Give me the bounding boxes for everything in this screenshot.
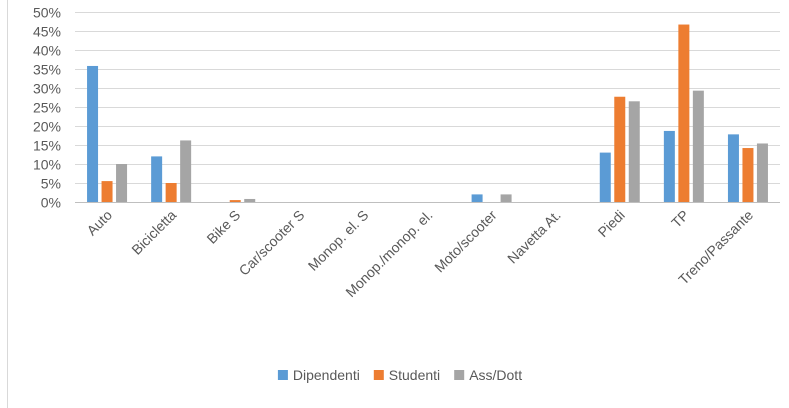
bar-studenti bbox=[742, 148, 754, 202]
bars bbox=[87, 24, 768, 203]
category-label: Auto bbox=[83, 207, 115, 239]
bar-ass-dott bbox=[116, 164, 128, 202]
category-label: Car/scooter S bbox=[236, 207, 308, 279]
y-tick-label: 10% bbox=[33, 157, 61, 173]
category-label: Monop. el. S bbox=[305, 207, 372, 274]
bar-dipendenti bbox=[663, 130, 675, 202]
bar-dipendenti bbox=[87, 65, 99, 203]
bar-ass-dott bbox=[628, 101, 640, 202]
category-label: Navetta At. bbox=[504, 207, 564, 267]
y-tick-label: 0% bbox=[41, 195, 61, 211]
bar-studenti bbox=[165, 183, 177, 202]
bar-ass-dott bbox=[180, 140, 192, 202]
bar-ass-dott bbox=[500, 194, 512, 202]
bar-studenti bbox=[678, 24, 690, 202]
legend-label: Dipendenti bbox=[293, 367, 360, 383]
y-tick-label: 20% bbox=[33, 119, 61, 135]
y-tick-label: 5% bbox=[41, 176, 61, 192]
legend-item: Studenti bbox=[373, 367, 440, 383]
bar-dipendenti bbox=[471, 194, 483, 202]
legend-item: Dipendenti bbox=[277, 367, 360, 383]
legend: Dipendenti Studenti Ass/Dott bbox=[277, 367, 522, 383]
legend-label: Ass/Dott bbox=[469, 367, 522, 383]
bar-dipendenti bbox=[599, 152, 611, 202]
y-tick-label: 35% bbox=[33, 62, 61, 78]
y-axis-ticks: 0% 5% 10% 15% 20% 25% 30% 35% 40% 45% 50% bbox=[33, 5, 61, 211]
y-tick-label: 30% bbox=[33, 81, 61, 97]
frame-border bbox=[7, 0, 8, 408]
y-tick-label: 45% bbox=[33, 24, 61, 40]
bar-studenti bbox=[229, 200, 241, 202]
bar-studenti bbox=[614, 96, 626, 202]
y-tick-label: 50% bbox=[33, 5, 61, 21]
category-label: Moto/scooter bbox=[431, 207, 500, 276]
y-tick-label: 40% bbox=[33, 43, 61, 59]
bar-dipendenti bbox=[151, 156, 163, 202]
legend-swatch bbox=[277, 370, 288, 380]
bar-ass-dott bbox=[244, 198, 256, 202]
gridlines bbox=[75, 12, 780, 203]
category-label: TP bbox=[668, 207, 692, 231]
legend-swatch bbox=[373, 370, 384, 380]
category-label: Bicicletta bbox=[128, 207, 179, 258]
y-tick-label: 25% bbox=[33, 100, 61, 116]
category-label: Piedi bbox=[595, 207, 628, 240]
y-tick-label: 15% bbox=[33, 138, 61, 154]
bar-ass-dott bbox=[692, 90, 704, 202]
legend-item: Ass/Dott bbox=[454, 367, 522, 383]
legend-label: Studenti bbox=[389, 367, 440, 383]
bar-dipendenti bbox=[727, 134, 739, 202]
bar-ass-dott bbox=[756, 143, 768, 202]
bar-studenti bbox=[101, 181, 113, 202]
legend-swatch bbox=[454, 370, 465, 380]
category-label: Bike S bbox=[203, 207, 243, 247]
